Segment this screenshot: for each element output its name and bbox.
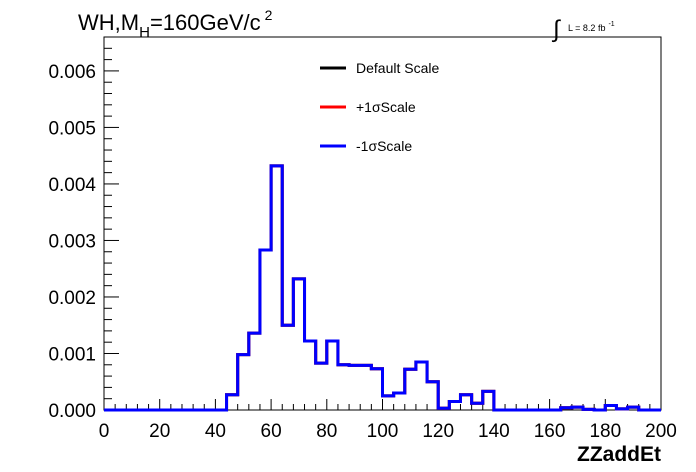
plot-frame: [103, 36, 662, 411]
chart-title: WH,MH=160GeV/c 2: [78, 7, 273, 41]
lumi-integral: ∫: [551, 16, 561, 43]
x-tick-label: 160: [534, 421, 566, 442]
y-tick-label: 0.003: [48, 231, 96, 252]
title-superscript: 2: [265, 7, 273, 23]
x-tick-label: 0: [99, 421, 110, 442]
y-tick-label: 0.000: [48, 401, 96, 422]
series-line: [104, 164, 661, 412]
y-axis: 0.000 0.001 0.002 0.003 0.004 0.005 0.006: [48, 36, 119, 422]
y-tick-label: 0.006: [48, 62, 96, 83]
title-main: WH,M: [78, 10, 139, 35]
title-subscript: H: [139, 24, 150, 41]
x-tick-label: 60: [261, 421, 282, 442]
x-tick-label: 180: [589, 421, 621, 442]
x-tick-label: 80: [316, 421, 337, 442]
x-tick-label: 100: [367, 421, 399, 442]
x-tick-label: 200: [645, 421, 677, 442]
series-layer: [104, 164, 661, 412]
x-tick-label: 120: [422, 421, 454, 442]
x-tick-label: 140: [478, 421, 510, 442]
legend: Default Scale +1σScale -1σScale: [320, 60, 439, 154]
y-tick-label: 0.002: [48, 288, 96, 309]
legend-label: -1σScale: [356, 138, 412, 154]
legend-label: Default Scale: [356, 60, 439, 76]
legend-label: +1σScale: [356, 99, 416, 115]
lumi-text: L = 8.2 fb: [568, 23, 605, 33]
lumi-label: L = 8.2 fb -1: [568, 21, 615, 33]
x-axis-title: ZZaddEt: [577, 443, 661, 466]
title-rest: =160GeV/c: [150, 10, 261, 35]
x-axis: 0 20 40 60 80 100 120 140 160 180 200: [99, 399, 677, 442]
x-tick-label: 40: [205, 421, 226, 442]
y-tick-label: 0.004: [48, 175, 96, 196]
y-tick-label: 0.005: [48, 118, 96, 139]
x-tick-label: 20: [149, 421, 170, 442]
y-tick-label: 0.001: [48, 344, 96, 365]
lumi-superscript: -1: [608, 21, 614, 28]
